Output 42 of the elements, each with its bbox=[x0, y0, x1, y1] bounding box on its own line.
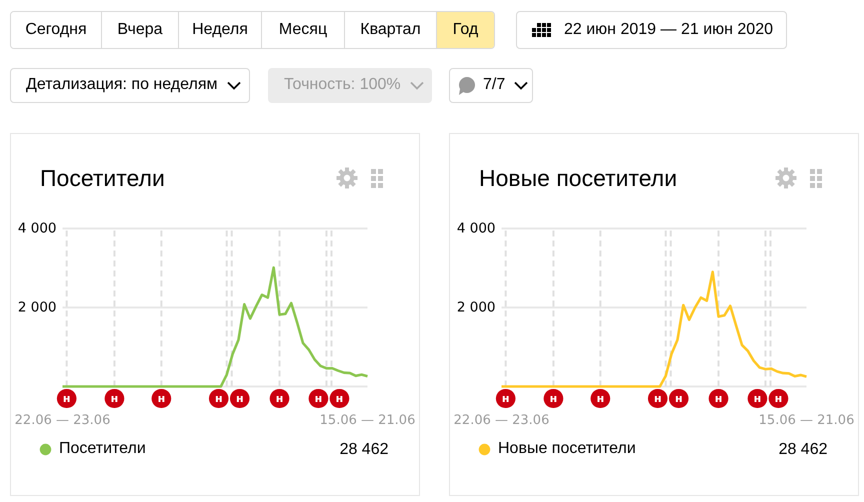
text: 7/7 bbox=[483, 75, 506, 96]
text: Вчера bbox=[102, 12, 179, 48]
chart-title: Посетители bbox=[40, 164, 165, 192]
x-tick-label: 15.06 — 21.06 bbox=[758, 413, 854, 428]
line-series bbox=[500, 270, 808, 388]
ref-line-label: н bbox=[314, 392, 322, 405]
text: Год bbox=[437, 12, 494, 48]
ref-line-label: н bbox=[502, 392, 510, 405]
ref-line-label: н bbox=[754, 392, 762, 405]
text: Квартал bbox=[345, 12, 437, 48]
y-tick-label: 4 000 bbox=[18, 220, 57, 236]
y-tick-label: 2 000 bbox=[18, 300, 57, 316]
ref-line-label: н bbox=[654, 392, 662, 405]
line-series bbox=[61, 266, 369, 388]
chart-title: Новые посетители bbox=[479, 164, 678, 192]
ref-line-label: н bbox=[110, 392, 118, 405]
ref-line-label: н bbox=[158, 392, 166, 405]
text: Детализация: по неделям bbox=[26, 75, 218, 96]
ref-line-label: н bbox=[62, 392, 70, 405]
ref-line-label: н bbox=[336, 392, 344, 405]
ref-line-label: н bbox=[550, 392, 558, 405]
text: Месяц bbox=[262, 12, 345, 48]
x-tick-label: 15.06 — 21.06 bbox=[320, 413, 416, 428]
text: 28 462 bbox=[778, 441, 828, 458]
legend-label: Посетители bbox=[59, 440, 146, 458]
ref-line-label: н bbox=[774, 392, 782, 405]
ref-line-label: н bbox=[276, 392, 284, 405]
x-tick-label: 22.06 — 23.06 bbox=[454, 413, 550, 428]
text: Неделя bbox=[179, 12, 262, 48]
x-tick-label: 22.06 — 23.06 bbox=[14, 413, 110, 428]
ref-line-label: н bbox=[596, 392, 604, 405]
text: Точность: 100% bbox=[284, 75, 401, 96]
ref-line-label: н bbox=[714, 392, 722, 405]
text: 28 462 bbox=[340, 441, 389, 458]
y-tick-label: 2 000 bbox=[456, 300, 496, 316]
ref-line-label: н bbox=[214, 392, 223, 405]
y-tick-label: 4 000 bbox=[456, 220, 496, 236]
text: 22 июн 2019 — 21 июн 2020 bbox=[564, 20, 773, 40]
ref-line-label: н bbox=[236, 392, 244, 405]
ref-line-label: н bbox=[674, 392, 683, 405]
text: Сегодня bbox=[11, 12, 102, 48]
legend-label: Новые посетители bbox=[498, 440, 636, 458]
